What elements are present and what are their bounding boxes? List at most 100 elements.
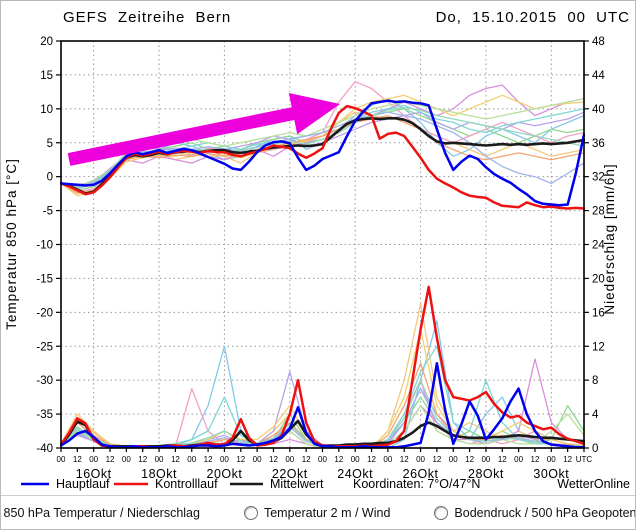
member-precip-line [60, 387, 585, 449]
svg-text:44: 44 [592, 70, 605, 82]
ensemble-member-lines [60, 81, 585, 449]
svg-text:-5: -5 [43, 206, 53, 218]
svg-text:18Okt: 18Okt [141, 467, 177, 481]
svg-text:-25: -25 [36, 341, 53, 353]
svg-text:12: 12 [531, 455, 540, 464]
svg-text:36: 36 [592, 138, 605, 150]
svg-text:0: 0 [47, 172, 53, 184]
svg-text:-20: -20 [36, 307, 53, 319]
svg-text:00: 00 [351, 455, 360, 464]
svg-text:00: 00 [318, 455, 327, 464]
svg-text:15: 15 [40, 70, 53, 82]
svg-text:20Okt: 20Okt [207, 467, 243, 481]
svg-text:12: 12 [73, 455, 82, 464]
display-mode-controls: 850 hPa Temperatur / Niederschlag Temper… [1, 495, 635, 529]
svg-text:00: 00 [547, 455, 556, 464]
timeseries-chart: GEFS Zeitreihe Bern Do, 15.10.2015 00 UT… [4, 9, 630, 491]
svg-text:-30: -30 [36, 375, 53, 387]
svg-text:-10: -10 [36, 240, 53, 252]
svg-text:40: 40 [592, 104, 605, 116]
member-precip-line [60, 362, 585, 449]
svg-text:00: 00 [481, 455, 490, 464]
svg-text:28Okt: 28Okt [468, 467, 504, 481]
svg-text:12: 12 [204, 455, 213, 464]
svg-text:12: 12 [592, 341, 605, 353]
svg-text:12: 12 [432, 455, 441, 464]
radio-temp2m-wind[interactable]: Temperatur 2 m / Wind [243, 505, 391, 520]
radio-850hpa-temp-precip[interactable]: 850 hPa Temperatur / Niederschlag [1, 505, 200, 520]
svg-text:00: 00 [449, 455, 458, 464]
svg-text:24: 24 [592, 240, 605, 252]
svg-text:28: 28 [592, 206, 605, 218]
plot-border [60, 40, 585, 449]
svg-text:12: 12 [563, 455, 572, 464]
svg-text:12: 12 [400, 455, 409, 464]
annotation-arrow [67, 93, 340, 166]
svg-text:12: 12 [367, 455, 376, 464]
kontrolllauf-temp-line [60, 104, 585, 210]
radio-label: Temperatur 2 m / Wind [263, 505, 391, 520]
svg-text:-40: -40 [36, 443, 53, 455]
svg-text:4: 4 [592, 409, 599, 421]
svg-text:12: 12 [171, 455, 180, 464]
main-series-lines [60, 99, 585, 449]
svg-text:30Okt: 30Okt [533, 467, 569, 481]
radio-label: 850 hPa Temperatur / Niederschlag [3, 505, 200, 520]
left-axis-title: Temperatur 850 hPa [°C] [4, 158, 19, 330]
svg-text:12: 12 [236, 455, 245, 464]
svg-text:16Okt: 16Okt [76, 467, 112, 481]
svg-text:12: 12 [465, 455, 474, 464]
svg-text:00: 00 [383, 455, 392, 464]
svg-text:00: 00 [187, 455, 196, 464]
svg-text:32: 32 [592, 172, 605, 184]
mittelwert-legend-label: Mittelwert [270, 477, 324, 491]
svg-text:5: 5 [47, 138, 53, 150]
credit-label: WetterOnline [557, 477, 630, 491]
member-temp-line [60, 114, 585, 194]
hauptlauf-legend-label: Hauptlauf [56, 477, 110, 491]
svg-text:48: 48 [592, 36, 605, 48]
legend: Hauptlauf Kontrolllauf Mittelwert Koordi… [21, 477, 630, 491]
radio-icon[interactable] [243, 505, 258, 520]
svg-text:00: 00 [253, 455, 262, 464]
svg-text:10: 10 [40, 104, 53, 116]
svg-text:12: 12 [498, 455, 507, 464]
svg-text:-35: -35 [36, 409, 53, 421]
svg-text:24Okt: 24Okt [337, 467, 373, 481]
svg-text:00: 00 [285, 455, 294, 464]
svg-text:00: 00 [89, 455, 98, 464]
svg-text:12: 12 [106, 455, 115, 464]
svg-text:UTC: UTC [576, 455, 593, 464]
svg-text:16: 16 [592, 307, 605, 319]
svg-text:0: 0 [592, 443, 598, 455]
svg-text:20: 20 [592, 273, 605, 285]
chart-title: GEFS Zeitreihe Bern [63, 9, 231, 26]
right-axis-title: Niederschlag [mm/6h] [602, 163, 617, 314]
svg-text:22Okt: 22Okt [272, 467, 308, 481]
kontrolllauf-legend-label: Kontrolllauf [155, 477, 218, 491]
axes-ticks-labels: 20151050-5-10-15-20-25-30-35-40484440363… [36, 36, 605, 481]
coordinates-label: Koordinaten: 7°O/47°N [353, 477, 480, 491]
svg-text:20: 20 [40, 36, 53, 48]
member-precip-line [60, 328, 585, 449]
svg-text:12: 12 [138, 455, 147, 464]
svg-text:12: 12 [334, 455, 343, 464]
kontrolllauf-precip-line [60, 285, 585, 449]
svg-text:-15: -15 [36, 273, 53, 285]
svg-text:00: 00 [122, 455, 131, 464]
svg-text:00: 00 [155, 455, 164, 464]
radio-icon[interactable] [434, 505, 449, 520]
svg-text:12: 12 [302, 455, 311, 464]
svg-text:26Okt: 26Okt [403, 467, 439, 481]
svg-text:00: 00 [416, 455, 425, 464]
svg-text:8: 8 [592, 375, 598, 387]
radio-label: Bodendruck / 500 hPa Geopotential [454, 505, 636, 520]
hauptlauf-temp-line [60, 99, 585, 207]
run-datetime-label: Do, 15.10.2015 00 UTC [436, 9, 630, 26]
radio-pressure-geopotential[interactable]: Bodendruck / 500 hPa Geopotential [434, 505, 636, 520]
svg-text:00: 00 [220, 455, 229, 464]
member-temp-line [60, 111, 585, 187]
svg-text:00: 00 [57, 455, 66, 464]
svg-text:00: 00 [514, 455, 523, 464]
